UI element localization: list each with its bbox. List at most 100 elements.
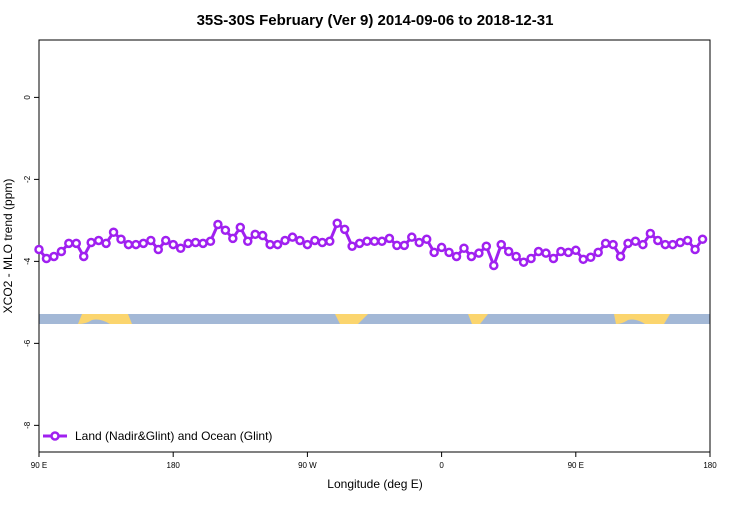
data-point xyxy=(160,235,171,246)
data-point xyxy=(444,247,454,258)
data-point xyxy=(496,239,506,250)
legend-marker xyxy=(50,431,60,441)
data-point xyxy=(474,248,484,258)
ocean-band xyxy=(39,314,710,324)
data-point xyxy=(287,232,298,242)
data-point xyxy=(556,246,566,257)
data-point xyxy=(518,257,529,267)
data-point xyxy=(660,239,671,250)
data-point xyxy=(34,244,44,255)
data-point xyxy=(325,236,335,247)
data-point xyxy=(593,247,603,258)
data-point xyxy=(436,242,447,253)
data-point xyxy=(585,252,596,263)
chart-title: 35S-30S February (Ver 9) 2014-09-06 to 2… xyxy=(197,12,554,29)
data-point xyxy=(414,237,424,248)
data-point xyxy=(533,246,544,257)
data-point xyxy=(131,239,141,250)
data-point xyxy=(317,237,328,248)
x-tick-label: 90 W xyxy=(298,461,317,470)
data-point xyxy=(78,251,89,262)
data-point xyxy=(310,235,320,246)
data-point xyxy=(362,236,372,247)
data-point xyxy=(451,251,462,262)
land-region xyxy=(614,314,670,324)
data-point xyxy=(138,238,149,249)
data-point xyxy=(280,235,290,246)
data-point xyxy=(466,251,477,262)
data-point xyxy=(56,246,67,257)
data-point xyxy=(205,236,216,247)
data-point xyxy=(41,253,52,264)
data-point xyxy=(392,240,402,251)
land-region xyxy=(78,314,132,324)
y-axis-label: XCO2 - MLO trend (ppm) xyxy=(1,179,15,314)
data-point xyxy=(220,225,231,235)
data-point xyxy=(690,244,700,255)
x-tick-label: 90 E xyxy=(568,461,584,470)
data-point xyxy=(354,238,365,249)
data-point xyxy=(511,251,521,262)
data-point xyxy=(421,234,432,244)
y-tick-label: -8 xyxy=(23,421,32,429)
data-point xyxy=(548,253,559,264)
data-point xyxy=(630,236,641,247)
x-tick-label: 90 E xyxy=(31,461,47,470)
data-point xyxy=(93,235,104,246)
y-tick-label: -4 xyxy=(23,257,32,265)
data-point xyxy=(638,239,648,250)
data-point xyxy=(71,238,82,249)
data-point xyxy=(168,239,178,250)
data-point xyxy=(153,244,164,255)
data-point xyxy=(682,235,693,246)
data-point xyxy=(108,227,119,238)
data-point xyxy=(235,222,246,233)
data-point xyxy=(489,260,499,271)
data-point xyxy=(146,235,156,246)
data-point xyxy=(198,238,208,249)
data-point xyxy=(675,237,685,248)
data-point xyxy=(541,248,551,258)
x-tick-label: 0 xyxy=(439,461,444,470)
data-point xyxy=(384,233,395,244)
x-tick-label: 180 xyxy=(167,461,181,470)
land-region xyxy=(468,314,488,324)
y-tick-label: -6 xyxy=(23,339,32,347)
data-point xyxy=(257,230,268,241)
data-point xyxy=(183,238,193,249)
data-point xyxy=(265,239,275,250)
data-point xyxy=(645,228,656,239)
data-point xyxy=(377,236,387,247)
data-point xyxy=(175,243,186,254)
y-tick-label: 0 xyxy=(23,95,32,100)
data-point xyxy=(213,219,223,230)
data-point xyxy=(101,238,111,249)
data-point xyxy=(578,254,589,265)
data-point xyxy=(503,246,514,257)
data-point xyxy=(429,247,439,258)
data-point xyxy=(347,241,357,251)
land-region xyxy=(335,314,368,324)
data-point xyxy=(272,239,283,250)
data-point xyxy=(653,235,663,246)
data-point xyxy=(399,240,410,251)
data-point xyxy=(332,218,342,228)
data-point xyxy=(615,251,626,262)
data-point xyxy=(563,247,574,258)
data-point xyxy=(302,239,313,250)
data-point xyxy=(49,251,59,262)
data-point xyxy=(86,237,96,248)
data-point xyxy=(339,224,350,235)
x-axis-label: Longitude (deg E) xyxy=(327,477,422,491)
data-point xyxy=(228,233,238,244)
surface-strip xyxy=(39,314,710,324)
legend-label: Land (Nadir&Glint) and Ocean (Glint) xyxy=(75,429,272,443)
data-point xyxy=(481,241,492,251)
data-point xyxy=(459,243,469,254)
data-point xyxy=(369,236,380,247)
data-point xyxy=(123,239,134,250)
data-point xyxy=(407,232,417,242)
data-point xyxy=(116,234,126,244)
data-point xyxy=(667,239,678,250)
